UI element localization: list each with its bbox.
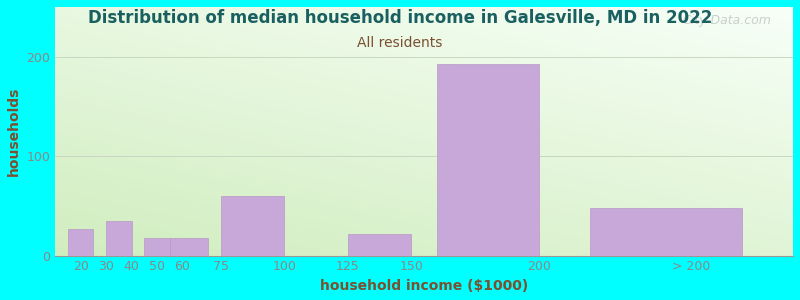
Y-axis label: households: households [7,87,21,176]
Bar [68,229,94,256]
Bar [144,238,170,256]
Bar [590,208,742,256]
X-axis label: household income ($1000): household income ($1000) [320,279,528,293]
Bar [348,234,411,256]
Text: City-Data.com: City-Data.com [682,14,771,27]
Bar [221,196,284,256]
Text: All residents: All residents [358,36,442,50]
Bar [437,64,538,256]
Text: Distribution of median household income in Galesville, MD in 2022: Distribution of median household income … [88,9,712,27]
Bar [106,221,131,256]
Bar [170,238,208,256]
